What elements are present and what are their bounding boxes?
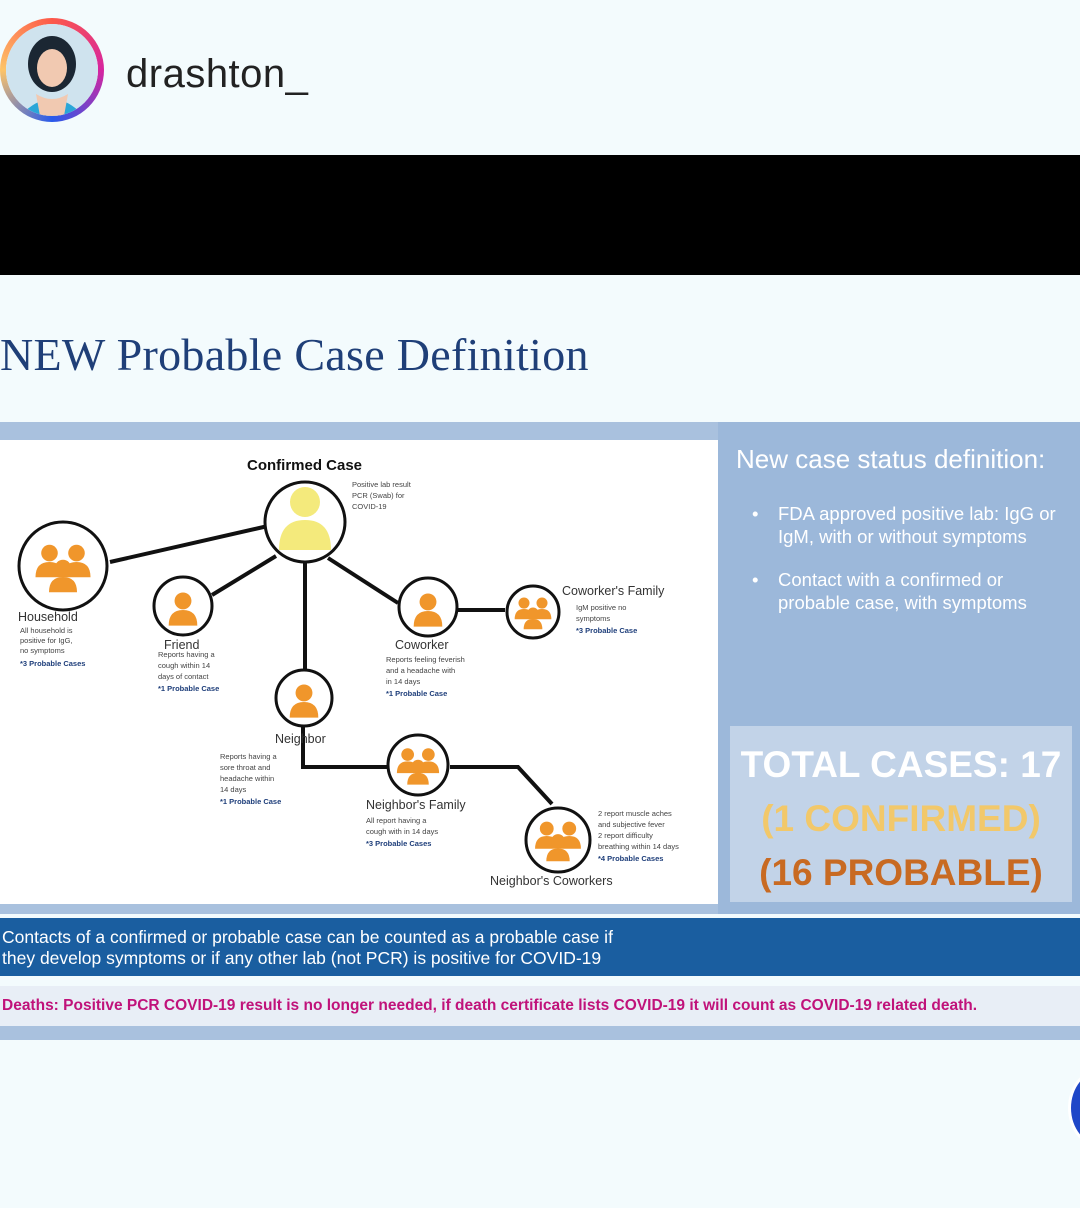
- person-icon: [279, 487, 331, 550]
- confirmed-case-node: Confirmed Case Positive lab result PCR (…: [247, 457, 412, 564]
- post-header: drashton_: [0, 0, 1080, 155]
- coworkers-family-label: Coworker's Family: [562, 584, 665, 598]
- coworkers-family-count: *3 Probable Case: [576, 626, 637, 635]
- household-desc-2: positive for IgG,: [20, 636, 73, 645]
- neighbors-family-desc-1: All report having a: [366, 816, 427, 825]
- probable-count: (16 PROBABLE): [759, 852, 1043, 893]
- neighbor-count: *1 Probable Case: [220, 797, 281, 806]
- case-status-title: New case status definition:: [736, 444, 1046, 474]
- neighbors-family-node: Neighbor's Family All report having a co…: [366, 733, 466, 848]
- friend-desc-3: days of contact: [158, 672, 209, 681]
- coworker-label: Coworker: [395, 638, 449, 652]
- coworker-count: *1 Probable Case: [386, 689, 447, 698]
- contacts-note-line-2: they develop symptoms or if any other la…: [2, 948, 602, 968]
- friend-desc-1: Reports having a: [158, 650, 216, 659]
- friend-label: Friend: [164, 638, 199, 652]
- household-desc-3: no symptoms: [20, 646, 65, 655]
- neighbors-coworkers-desc-4: breathing within 14 days: [598, 842, 679, 851]
- coworkers-family-node: Coworker's Family IgM positive no sympto…: [505, 584, 665, 640]
- case-status-bullets: FDA approved positive lab: IgG or IgM, w…: [752, 502, 1078, 634]
- avatar[interactable]: [6, 24, 98, 116]
- friend-desc-2: cough within 14: [158, 661, 210, 670]
- neighbor-desc-1: Reports having a: [220, 752, 278, 761]
- bullet-item: Contact with a confirmed or probable cas…: [752, 568, 1078, 614]
- coworker-node: Coworker Reports feeling feverish and a …: [386, 576, 465, 698]
- neighbors-coworkers-label: Neighbor's Coworkers: [490, 874, 613, 888]
- confirmed-desc-2: PCR (Swab) for: [352, 491, 405, 500]
- confirmed-desc-1: Positive lab result: [352, 480, 412, 489]
- household-desc-1: All household is: [20, 626, 73, 635]
- black-band: [0, 155, 1080, 275]
- neighbors-coworkers-desc-1: 2 report muscle aches: [598, 809, 672, 818]
- coworkers-family-desc-2: symptoms: [576, 614, 610, 623]
- neighbors-family-count: *3 Probable Cases: [366, 839, 431, 848]
- friend-count: *1 Probable Case: [158, 684, 219, 693]
- deaths-note: Deaths: Positive PCR COVID-19 result is …: [0, 986, 1080, 1026]
- coworker-desc-1: Reports feeling feverish: [386, 655, 465, 664]
- neighbors-family-label: Neighbor's Family: [366, 798, 466, 812]
- neighbor-node: Neighbor Reports having a sore throat an…: [220, 668, 334, 806]
- confirmed-label: Confirmed Case: [247, 457, 362, 474]
- neighbor-desc-2: sore throat and: [220, 763, 270, 772]
- contact-diagram: Confirmed Case Positive lab result PCR (…: [0, 440, 718, 904]
- slide-title: NEW Probable Case Definition: [0, 329, 589, 380]
- story-ring[interactable]: [0, 18, 104, 122]
- coworker-desc-3: in 14 days: [386, 677, 420, 686]
- household-node: Household All household is positive for …: [17, 520, 109, 668]
- total-cases: TOTAL CASES: 17: [740, 744, 1062, 785]
- confirmed-count: (1 CONFIRMED): [761, 798, 1041, 839]
- connector-lines: [109, 524, 554, 806]
- contacts-note: Contacts of a confirmed or probable case…: [0, 918, 1080, 976]
- contacts-note-line-1: Contacts of a confirmed or probable case…: [2, 927, 613, 947]
- avatar-icon: [6, 24, 98, 116]
- household-count: *3 Probable Cases: [20, 659, 85, 668]
- neighbors-coworkers-desc-3: 2 report difficulty: [598, 831, 653, 840]
- confirmed-desc-3: COVID-19: [352, 502, 387, 511]
- username[interactable]: drashton_: [126, 52, 309, 96]
- neighbors-coworkers-count: *4 Probable Cases: [598, 854, 663, 863]
- friend-node: Friend Reports having a cough within 14 …: [152, 575, 219, 693]
- divider: [0, 1026, 1080, 1040]
- neighbor-label: Neighbor: [275, 732, 326, 746]
- case-status-panel: New case status definition: FDA approved…: [718, 422, 1080, 914]
- edge-button[interactable]: [1068, 1068, 1080, 1148]
- neighbors-coworkers-node: Neighbor's Coworkers 2 report muscle ach…: [490, 806, 679, 888]
- contact-diagram-svg: Confirmed Case Positive lab result PCR (…: [17, 457, 679, 888]
- coworker-desc-2: and a headache with: [386, 666, 455, 675]
- bullet-item: FDA approved positive lab: IgG or IgM, w…: [752, 502, 1078, 548]
- coworkers-family-desc-1: IgM positive no: [576, 603, 626, 612]
- neighbors-coworkers-desc-2: and subjective fever: [598, 820, 665, 829]
- totals-box: TOTAL CASES: 17 (1 CONFIRMED) (16 PROBAB…: [730, 726, 1072, 902]
- neighbors-family-desc-2: cough with in 14 days: [366, 827, 438, 836]
- neighbor-desc-3: headache within: [220, 774, 274, 783]
- household-label: Household: [18, 610, 78, 624]
- neighbor-desc-4: 14 days: [220, 785, 247, 794]
